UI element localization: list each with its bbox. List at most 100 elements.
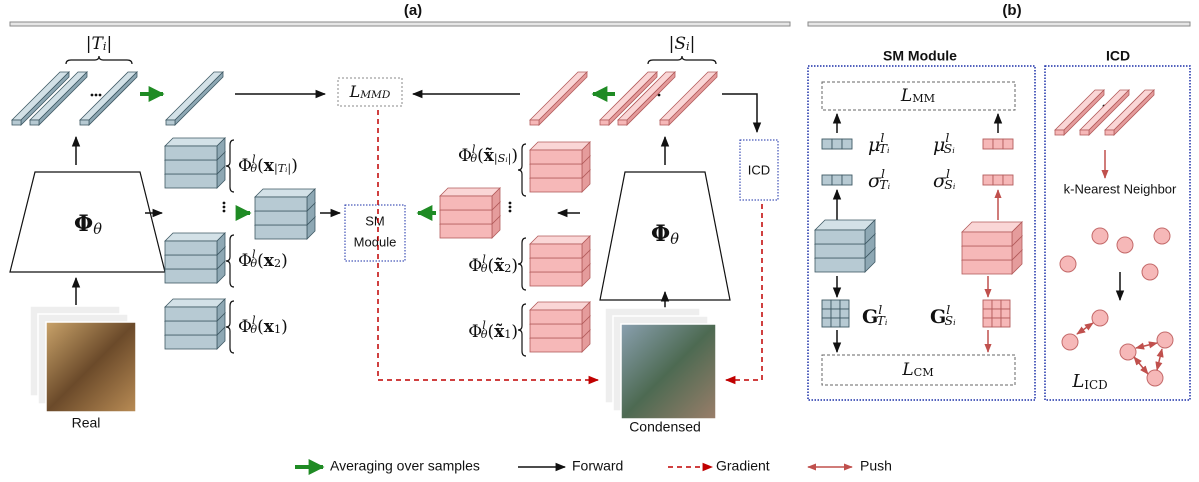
math-part: ) [281,251,288,271]
block-top [439,187,501,197]
block-front [814,257,866,273]
math-part: Sᵢ [944,141,956,156]
math-part: ) [511,146,518,166]
math-part: Φ [74,211,93,237]
math-part: L [900,86,912,106]
block-front [164,254,218,270]
feature-bar [529,71,588,121]
block-front [164,320,218,336]
block-front [529,163,583,179]
math-part: θ [470,152,477,165]
encoder-label: Φθ [74,211,102,238]
math-part: ( [487,322,494,342]
sample-point [1119,343,1137,361]
block-front [439,195,493,211]
math-part: | [86,34,92,54]
math-part: ( [487,256,494,276]
stat-cell [821,299,832,310]
ellipsis-dot [222,201,226,205]
sample-point [1061,333,1079,351]
math-part: MM [912,92,935,105]
loss-label: LICD [1071,371,1107,392]
stat-cell [830,317,841,328]
stat-label: σl Sᵢ [933,166,956,192]
math-part: x [264,251,275,271]
panel-title: (a) [404,2,422,19]
math-part: x̃ [494,256,505,276]
math-part: σ [933,170,947,192]
block-front [164,306,218,322]
block-front [529,149,583,165]
feature-bar-end [29,119,40,126]
math-part: l [482,253,486,266]
stat-cell [982,317,993,328]
math-part: x [264,317,275,337]
ellipsis-dot [94,93,98,97]
math-part: l [252,153,256,166]
block-top [164,232,226,242]
math-part: S [674,34,686,54]
math-part: μ [868,134,880,156]
block-top [529,235,591,245]
count-label: |Si| [669,34,696,54]
math-part: T [92,34,105,54]
math-part: Sᵢ [945,313,957,328]
stat-cell [982,138,994,150]
math-part: θ [250,323,257,336]
math-part: CM [914,366,934,379]
feature-label: Φl θ(x̃2) [468,253,518,276]
gram-label: Gl Tᵢ [862,302,888,328]
block-top [164,137,226,147]
block-front [164,334,218,350]
block-front [529,337,583,353]
block-front [529,323,583,339]
math-part: Φ [468,256,482,276]
legend-label: Gradient [716,458,770,474]
count-label: |Ti| [86,34,112,54]
image-sample [45,321,137,413]
math-part: |Tᵢ| [274,162,291,175]
math-part: θ [481,328,488,341]
math-part: ( [477,146,484,166]
ellipsis-dot [90,93,94,97]
stat-label: μl Sᵢ [933,130,955,156]
loss-label: LMM [900,86,935,106]
block-front [529,177,583,193]
ellipsis-dot [98,93,102,97]
math-part: θ [481,262,488,275]
stat-label: μl Tᵢ [868,130,890,156]
push-arrow [1076,322,1094,335]
math-part: ICD [1084,378,1107,392]
gradient-arrow [377,110,600,385]
math-part: θ [250,162,257,175]
math-part: l [482,319,486,332]
feature-bar-end [1054,129,1065,136]
math-part: θ [93,222,102,238]
feature-bar-end [11,119,22,126]
feature-bar-end [617,119,628,126]
loss-box [337,77,403,107]
stat-cell [831,174,843,186]
push-arrow [1155,348,1164,371]
feature-label: Φl θ(x2) [238,248,288,271]
brace [517,143,527,197]
math-part: ( [257,156,264,176]
caption: Condensed [629,419,701,435]
caption: Real [72,415,101,431]
feature-bar [165,71,224,121]
brace [225,300,235,354]
feature-bar-end [79,119,90,126]
math-part: L [901,360,913,380]
block-front [529,243,583,259]
math-part: 2 [504,262,511,275]
math-part: | [106,34,112,54]
push-arrow [1135,341,1158,350]
loss-label: LMMD [349,82,391,102]
panel-subtitle: ICD [1106,48,1130,64]
math-part: Tᵢ [879,141,890,156]
stat-cell [982,308,993,319]
feature-bar-end [1079,129,1090,136]
math-part: x̃ [484,146,495,166]
feature-bar-end [659,119,670,126]
